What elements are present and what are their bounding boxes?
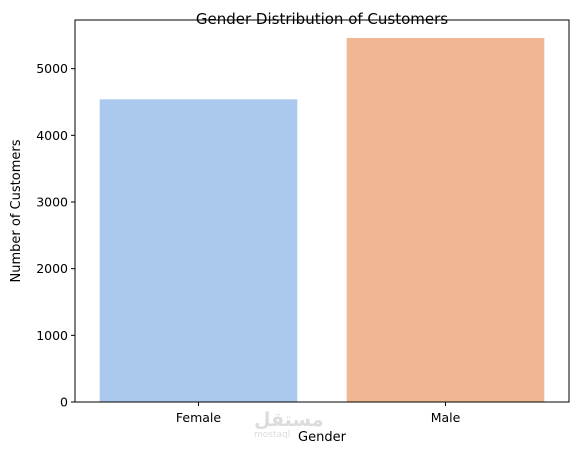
y-tick-label: 3000 <box>36 195 68 210</box>
y-tick-label: 0 <box>60 395 68 410</box>
bars-group <box>99 38 545 402</box>
x-tick-label: Male <box>431 410 461 425</box>
y-tick-label: 2000 <box>36 261 68 276</box>
plot-frame <box>74 19 570 403</box>
y-axis-ticks: 0 1000 2000 3000 4000 5000 <box>36 61 75 410</box>
chart-title: Gender Distribution of Customers <box>196 10 448 28</box>
y-tick-label: 5000 <box>36 61 68 76</box>
y-axis-label: Number of Customers <box>9 139 24 282</box>
x-axis-ticks: Female Male <box>176 402 461 425</box>
x-axis-label: Gender <box>298 430 347 445</box>
x-tick-label: Female <box>176 410 222 425</box>
bar-female <box>99 99 298 402</box>
y-tick-label: 4000 <box>36 128 68 143</box>
bar-male <box>346 38 545 402</box>
y-tick-label: 1000 <box>36 328 68 343</box>
